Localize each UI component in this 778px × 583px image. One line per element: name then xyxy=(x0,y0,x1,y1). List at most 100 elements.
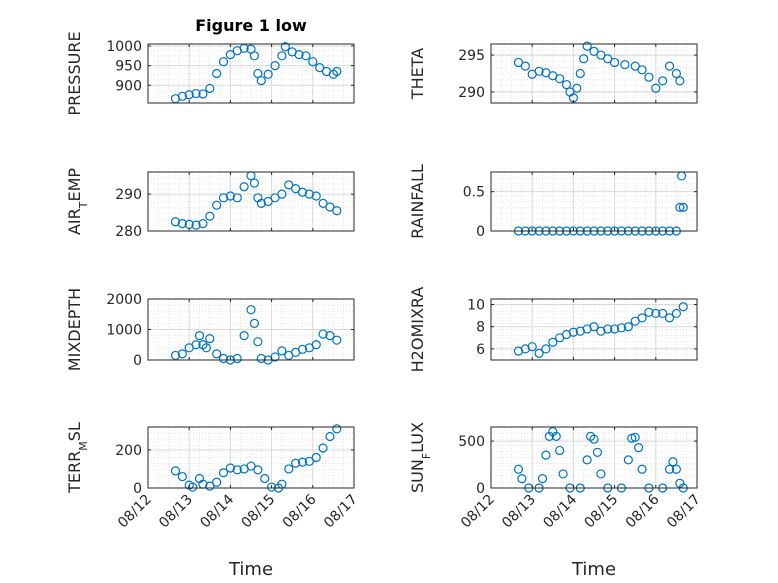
y-axis-label-main: THETA xyxy=(408,48,427,100)
data-point xyxy=(589,322,599,332)
data-point xyxy=(678,202,688,212)
y-tick-label: 900 xyxy=(115,78,142,94)
data-point xyxy=(609,324,620,334)
data-point xyxy=(260,473,270,484)
subplot-1: 900 950 1000 PRESSURE xyxy=(65,31,355,116)
data-point xyxy=(623,455,633,465)
data-point xyxy=(218,57,229,67)
y-tick-label: 950 xyxy=(115,59,142,75)
data-point xyxy=(551,431,561,441)
y-tick-label: 0 xyxy=(133,353,142,369)
data-point xyxy=(541,450,551,460)
data-point xyxy=(318,198,328,208)
data-point xyxy=(671,308,682,319)
data-point xyxy=(232,465,242,475)
axes-frame xyxy=(490,426,698,489)
data-point xyxy=(671,68,682,79)
data-point xyxy=(332,335,342,345)
y-tick-label: 0 xyxy=(476,481,485,497)
y-axis-label-subscript: F xyxy=(420,453,433,459)
data-point xyxy=(263,69,273,79)
data-point xyxy=(198,219,208,229)
data-point xyxy=(212,477,222,487)
y-tick-label: 6 xyxy=(476,342,485,358)
y-axis-label: H2OMIXRA xyxy=(408,287,427,373)
data-point xyxy=(318,329,328,339)
y-axis-label-main: SUN xyxy=(408,459,427,493)
data-point xyxy=(651,308,661,319)
data-point xyxy=(651,83,661,93)
data-point xyxy=(534,66,544,76)
x-tick-label: 08/12 xyxy=(458,492,498,532)
y-axis-label-main: RAINFALL xyxy=(408,164,427,239)
y-tick-label: 280 xyxy=(115,224,142,240)
data-point xyxy=(616,323,627,333)
y-tick-label: 200 xyxy=(115,443,142,459)
data-point xyxy=(205,211,215,221)
data-point xyxy=(332,206,342,216)
data-point xyxy=(170,217,181,227)
data-point xyxy=(311,191,321,201)
data-point xyxy=(589,46,599,56)
axes-frame xyxy=(490,171,698,232)
y-tick-label: 1000 xyxy=(106,39,142,55)
data-point xyxy=(284,180,294,190)
data-point xyxy=(589,434,599,444)
data-point xyxy=(212,349,222,359)
data-point xyxy=(170,466,181,476)
data-point xyxy=(658,76,668,86)
axes-frame xyxy=(490,43,698,104)
y-axis-label-tail: LUX xyxy=(408,422,427,453)
data-point xyxy=(568,327,579,337)
data-point xyxy=(644,307,654,317)
subplot-8: 08/12 08/13 08/14 08/15 08/16 08/17 0 500 SUNFLU… xyxy=(408,422,704,531)
data-point xyxy=(541,344,551,354)
data-point xyxy=(315,62,325,73)
data-point xyxy=(332,66,342,77)
x-tick-label: 08/15 xyxy=(582,492,622,532)
y-tick-label: 295 xyxy=(458,48,485,64)
data-point xyxy=(177,219,187,229)
data-point xyxy=(246,461,256,471)
data-point xyxy=(297,187,308,197)
data-point xyxy=(218,353,229,364)
data-point xyxy=(232,353,242,364)
data-point xyxy=(270,352,280,362)
data-point xyxy=(675,202,685,212)
data-point xyxy=(596,469,606,479)
data-point xyxy=(678,302,688,312)
data-point xyxy=(253,68,263,79)
data-point xyxy=(270,61,280,71)
data-point xyxy=(634,443,644,453)
data-point xyxy=(232,193,242,203)
data-point xyxy=(627,433,637,443)
subplot-2: 290 295 THETA xyxy=(408,41,698,104)
data-point xyxy=(277,51,287,61)
axes-frame xyxy=(147,426,355,489)
subplot-4: 0 0.5 RAINFALL xyxy=(408,164,698,240)
data-point xyxy=(188,482,198,492)
y-axis-label-main: TERR xyxy=(65,451,84,494)
data-point xyxy=(325,431,335,442)
data-point xyxy=(225,191,235,201)
data-point xyxy=(246,305,256,315)
data-point xyxy=(620,60,630,70)
data-point xyxy=(513,464,524,474)
data-point xyxy=(239,331,249,341)
data-point xyxy=(325,331,335,341)
data-point xyxy=(537,474,548,484)
data-point xyxy=(177,471,187,482)
y-tick-label: 0 xyxy=(476,224,485,240)
y-axis-label-main: MIXDEPTH xyxy=(65,288,84,371)
data-point xyxy=(301,51,311,61)
subplot-5: 0 1000 2000 MIXDEPTH xyxy=(65,288,355,371)
data-point xyxy=(297,457,308,467)
x-tick-label: 08/17 xyxy=(321,492,361,532)
data-point xyxy=(630,61,640,71)
y-axis-label-main: H2OMIXRA xyxy=(408,287,427,373)
x-tick-label: 08/12 xyxy=(115,492,155,532)
y-axis-label-subscript: M xyxy=(77,441,90,451)
data-point xyxy=(555,445,565,456)
y-tick-label: 2000 xyxy=(106,292,142,308)
